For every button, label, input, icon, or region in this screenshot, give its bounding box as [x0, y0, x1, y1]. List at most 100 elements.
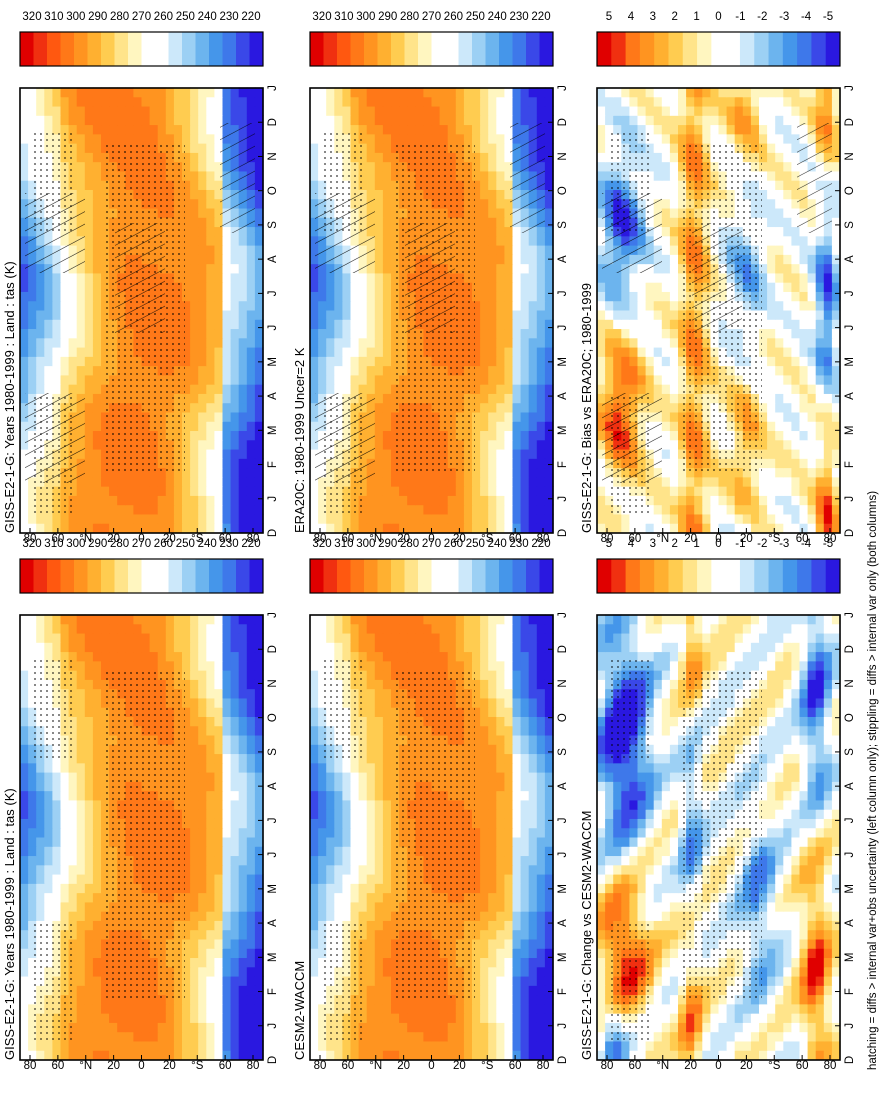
field-cell	[528, 282, 538, 292]
field-cell	[382, 180, 392, 190]
field-cell	[141, 1022, 151, 1033]
field-cell	[423, 495, 433, 506]
field-cell	[190, 328, 199, 339]
field-cell	[318, 319, 327, 330]
field-cell	[326, 282, 335, 292]
field-cell	[125, 1040, 135, 1051]
field-cell	[694, 96, 703, 107]
field-cell	[92, 523, 102, 533]
field-cell	[629, 272, 639, 283]
field-cell	[366, 384, 376, 394]
field-cell	[447, 96, 457, 107]
field-cell	[536, 263, 546, 274]
field-cell	[504, 486, 514, 496]
field-cell	[807, 374, 817, 385]
colorbar-swatch	[754, 32, 770, 66]
field-cell	[84, 272, 94, 283]
field-cell	[597, 180, 606, 190]
field-cell	[767, 170, 776, 181]
field-cell	[661, 180, 671, 190]
colorbar-swatch	[20, 32, 34, 66]
field-cell	[653, 356, 663, 367]
colorbar-swatch	[512, 32, 527, 66]
field-cell	[44, 282, 53, 292]
field-cell	[597, 170, 606, 181]
field-cell	[36, 115, 45, 126]
field-cell	[767, 272, 776, 283]
field-cell	[823, 448, 833, 459]
field-cell	[342, 513, 352, 524]
field-cell	[222, 235, 232, 246]
field-cell	[254, 309, 264, 320]
field-cell	[775, 513, 784, 524]
field-cell	[222, 309, 232, 320]
field-cell	[496, 356, 506, 367]
field-cell	[206, 124, 216, 135]
field-cell	[92, 948, 102, 959]
field-cell	[815, 374, 825, 385]
field-cell	[222, 985, 232, 996]
field-cell	[149, 1031, 159, 1042]
field-cell	[823, 96, 833, 107]
field-cell	[799, 235, 809, 246]
field-cell	[238, 96, 248, 107]
field-cell	[823, 328, 833, 339]
field-cell	[190, 198, 199, 209]
field-cell	[342, 309, 352, 320]
colorbar-label: 0	[715, 11, 721, 23]
field-cell	[222, 476, 232, 487]
field-cell	[669, 495, 679, 506]
field-cell	[536, 448, 546, 459]
field-cell	[28, 300, 37, 311]
field-cell	[76, 291, 86, 302]
field-cell	[222, 1040, 232, 1051]
field-cell	[415, 486, 425, 496]
colorbar-swatch	[526, 32, 540, 66]
field-cell	[190, 393, 199, 404]
field-cell	[621, 319, 630, 330]
field-cell	[734, 504, 744, 515]
field-cell	[791, 96, 801, 107]
field-cell	[76, 1031, 86, 1042]
field-cell	[350, 124, 360, 135]
field-cell	[815, 291, 825, 302]
field-cell	[190, 96, 199, 107]
field-cell	[661, 374, 671, 385]
field-cell	[84, 263, 94, 274]
field-cell	[767, 384, 776, 394]
x-tick-label: M	[844, 357, 856, 367]
field-cell	[246, 458, 256, 469]
field-cell	[36, 328, 45, 339]
field-cell	[783, 356, 793, 367]
field-cell	[182, 513, 191, 524]
field-cell	[391, 495, 400, 506]
field-cell	[831, 486, 841, 496]
field-cell	[661, 226, 671, 237]
field-cell	[669, 217, 679, 228]
field-cell	[831, 421, 841, 432]
field-cell	[206, 291, 216, 302]
field-cell	[791, 105, 801, 116]
field-cell	[480, 402, 489, 413]
field-cell	[742, 523, 752, 533]
field-cell	[645, 291, 655, 302]
field-cell	[214, 374, 224, 385]
field-cell	[726, 495, 736, 506]
field-cell	[382, 226, 392, 237]
field-cell	[783, 282, 793, 292]
field-cell	[326, 309, 335, 320]
field-cell	[512, 365, 522, 376]
field-cell	[206, 346, 216, 357]
hatch-region	[115, 223, 165, 333]
field-cell	[463, 133, 473, 144]
field-cell	[759, 124, 768, 135]
field-cell	[214, 356, 224, 367]
field-cell	[222, 938, 232, 949]
field-cell	[133, 504, 143, 515]
field-cell	[613, 513, 622, 524]
field-cell	[222, 374, 232, 385]
field-cell	[783, 393, 793, 404]
field-cell	[117, 504, 126, 515]
field-cell	[310, 291, 319, 302]
field-cell	[661, 421, 671, 432]
